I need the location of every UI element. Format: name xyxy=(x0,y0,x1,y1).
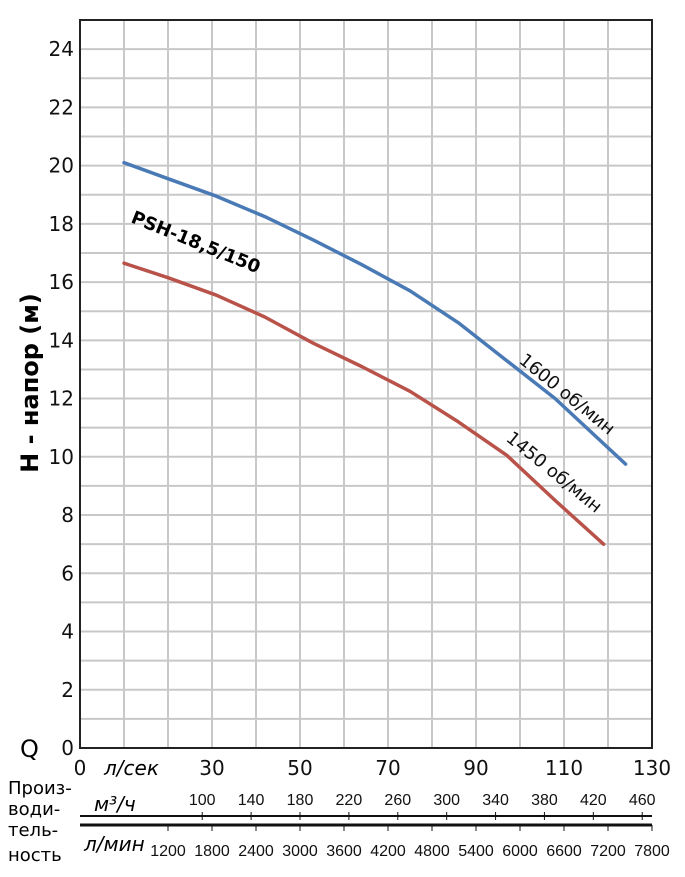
lmin-tick-label: 7800 xyxy=(634,843,670,860)
m3h-tick-label: 140 xyxy=(238,792,265,809)
y-tick-label: 22 xyxy=(49,95,74,119)
curve-label-1600: 1600 об/мин xyxy=(515,350,619,440)
lmin-tick-label: 3600 xyxy=(326,843,362,860)
m3h-axis: 100 140 180 220 260 300 340 380 420 460 xyxy=(80,792,656,820)
lmin-tick-label: 2400 xyxy=(238,843,274,860)
curves xyxy=(122,160,628,546)
lmin-tick-label: 7200 xyxy=(590,843,626,860)
m3h-tick-label: 380 xyxy=(531,792,558,809)
q-axis-symbol: Q xyxy=(20,735,39,763)
y-tick-label: 12 xyxy=(49,387,74,411)
m3h-tick-label: 300 xyxy=(433,792,460,809)
x-tick-label: 30 xyxy=(199,756,224,780)
flow-label-line-2: води- xyxy=(8,799,60,820)
m3h-tick-label: 180 xyxy=(287,792,314,809)
x-tick-label: 130 xyxy=(633,756,671,780)
x-tick-label: 90 xyxy=(463,756,488,780)
x-tick-label: 50 xyxy=(287,756,312,780)
y-tick-label: 8 xyxy=(61,503,74,527)
lmin-tick-label: 4800 xyxy=(414,843,450,860)
flow-label-line-4: ность xyxy=(8,845,62,866)
m3h-tick-label: 100 xyxy=(189,792,216,809)
flow-label-line-3: тель- xyxy=(8,820,58,841)
lmin-tick-label: 1800 xyxy=(194,843,230,860)
plot-border xyxy=(79,19,653,749)
flow-label: Произ- води- тель- ность xyxy=(8,778,72,866)
lmin-tick-label: 6000 xyxy=(502,843,538,860)
y-tick-label: 14 xyxy=(49,328,74,352)
m3h-unit-label: м³/ч xyxy=(94,792,136,816)
lmin-tick-label: 4200 xyxy=(370,843,406,860)
y-tick-label: 20 xyxy=(49,154,74,178)
x-tick-label: 70 xyxy=(375,756,400,780)
y-axis-label: Н - напор (м) xyxy=(16,293,44,473)
lmin-tick-label: 3000 xyxy=(282,843,318,860)
y-tick-label: 16 xyxy=(49,270,74,294)
m3h-tick-label: 460 xyxy=(629,792,656,809)
flow-label-line-1: Произ- xyxy=(8,778,72,799)
y-tick-label: 18 xyxy=(49,212,74,236)
y-tick-label: 2 xyxy=(61,678,74,702)
y-tick-label: 0 xyxy=(61,736,74,760)
plot-frame xyxy=(79,19,653,749)
lmin-unit-label: л/мин xyxy=(83,832,145,856)
m3h-tick-label: 220 xyxy=(336,792,363,809)
y-tick-label: 24 xyxy=(49,37,74,61)
x-tick-label: 0 xyxy=(74,756,87,780)
lmin-tick-label: 1200 xyxy=(150,843,186,860)
m3h-tick-label: 260 xyxy=(384,792,411,809)
x-tick-label: 110 xyxy=(545,756,583,780)
curve-label-1450: 1450 об/мин xyxy=(502,428,606,518)
lmin-tick-label: 6600 xyxy=(546,843,582,860)
m3h-tick-label: 420 xyxy=(580,792,607,809)
y-tick-label: 6 xyxy=(61,561,74,585)
m3h-tick-label: 340 xyxy=(482,792,509,809)
model-label: PSH-18,5/150 xyxy=(128,207,263,278)
lmin-tick-label: 5400 xyxy=(458,843,494,860)
y-tick-label: 4 xyxy=(61,620,74,644)
series-line-0 xyxy=(122,160,628,466)
lsec-unit-label: л/сек xyxy=(103,756,159,780)
x-tick-labels: 0 30 50 70 90 110 130 xyxy=(74,756,671,780)
lmin-axis: 1200 1800 2400 3000 3600 4200 4800 5400 6000 6600… xyxy=(80,823,670,860)
y-tick-label: 10 xyxy=(49,445,74,469)
series-line-1 xyxy=(122,261,606,546)
